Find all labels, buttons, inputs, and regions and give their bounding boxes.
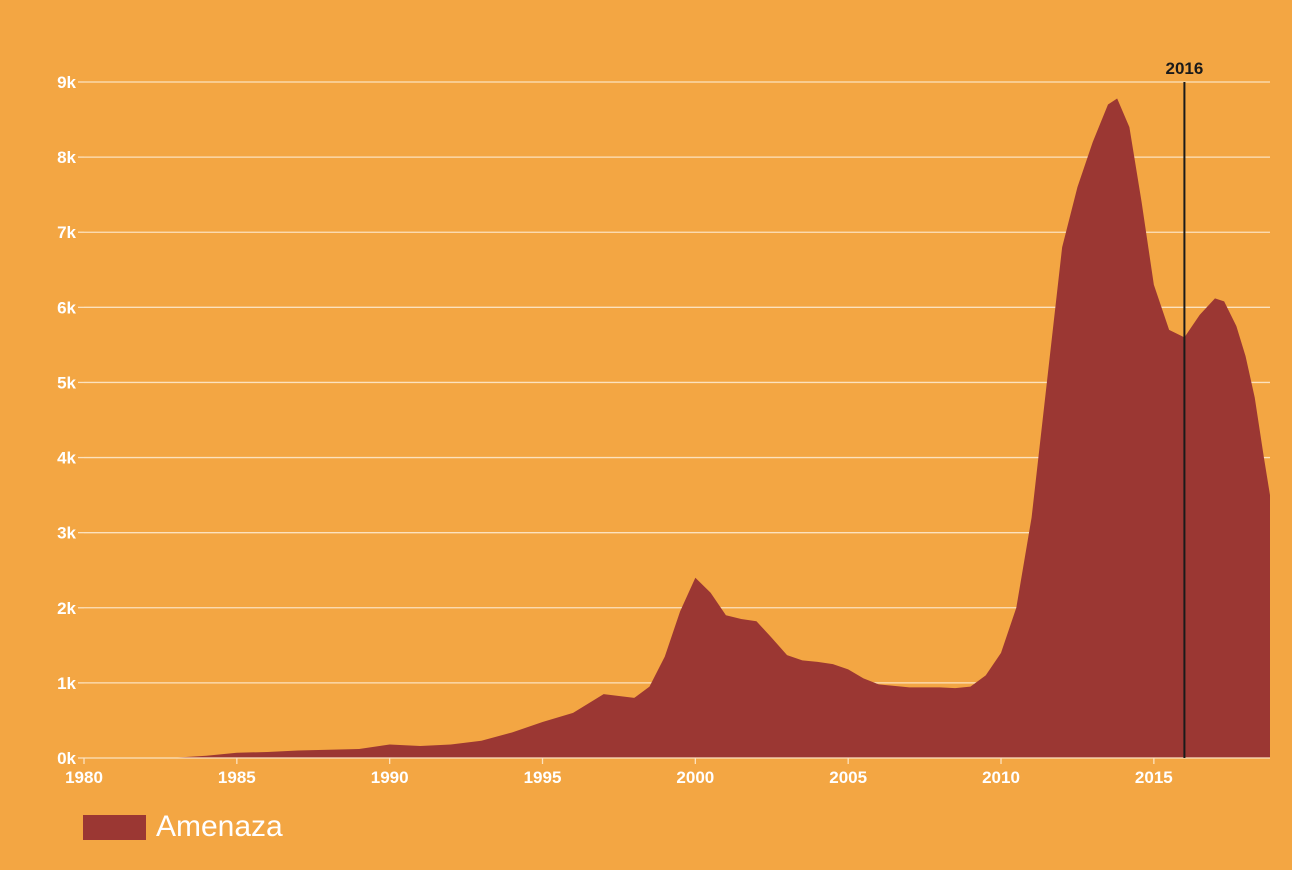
x-tick-label: 2005	[829, 768, 867, 787]
y-tick-label: 6k	[57, 298, 76, 317]
legend: Amenaza	[83, 807, 283, 847]
y-tick-label: 3k	[57, 524, 76, 543]
marker-label-2016: 2016	[1165, 59, 1203, 78]
y-tick-label: 4k	[57, 449, 76, 468]
x-tick-label: 1995	[524, 768, 562, 787]
legend-swatch-amenaza	[83, 814, 146, 840]
y-tick-label: 0k	[57, 749, 76, 768]
y-tick-label: 2k	[57, 599, 76, 618]
legend-label-amenaza: Amenaza	[156, 810, 283, 843]
series-layer	[84, 98, 1270, 758]
x-tick-label: 2015	[1135, 768, 1173, 787]
y-tick-label: 7k	[57, 223, 76, 242]
annotations: 2016	[1165, 59, 1203, 758]
y-tick-label: 5k	[57, 373, 76, 392]
y-tick-label: 9k	[57, 73, 76, 92]
x-tick-label: 2010	[982, 768, 1020, 787]
x-tick-label: 1985	[218, 768, 256, 787]
x-tick-label: 2000	[676, 768, 714, 787]
x-tick-label: 1990	[371, 768, 409, 787]
axes: 0k 1k 2k 3k 4k 5k 6k 7k 8k 9k 1980 1985 1990 1995 2000…	[57, 73, 1270, 787]
x-tick-label: 1980	[65, 768, 103, 787]
y-tick-label: 8k	[57, 148, 76, 167]
area-series-amenaza	[84, 98, 1270, 758]
y-tick-label: 1k	[57, 674, 76, 693]
